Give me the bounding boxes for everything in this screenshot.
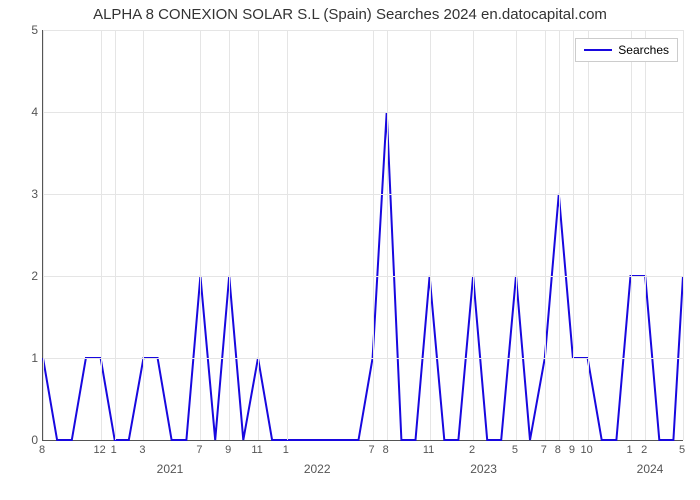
x-tick-label: 8	[39, 444, 45, 456]
grid-line-v	[573, 30, 574, 440]
grid-line-v	[200, 30, 201, 440]
grid-line-v	[631, 30, 632, 440]
legend-label: Searches	[618, 43, 669, 57]
x-tick-label: 8	[383, 444, 389, 456]
y-tick-label: 4	[8, 105, 38, 119]
x-tick-label: 9	[225, 444, 231, 456]
y-tick-label: 3	[8, 187, 38, 201]
x-tick-label: 7	[541, 444, 547, 456]
y-tick-label: 5	[8, 23, 38, 37]
chart-container: ALPHA 8 CONEXION SOLAR S.L (Spain) Searc…	[0, 0, 700, 500]
x-tick-label: 1	[283, 444, 289, 456]
grid-line-v	[430, 30, 431, 440]
chart-title: ALPHA 8 CONEXION SOLAR S.L (Spain) Searc…	[0, 6, 700, 23]
grid-line-v	[545, 30, 546, 440]
x-tick-label: 9	[569, 444, 575, 456]
grid-line-v	[287, 30, 288, 440]
year-label: 2021	[157, 462, 184, 476]
grid-line-v	[473, 30, 474, 440]
grid-line-v	[645, 30, 646, 440]
x-tick-label: 2	[641, 444, 647, 456]
x-tick-label: 7	[196, 444, 202, 456]
x-tick-label: 11	[423, 444, 434, 456]
grid-line-v	[559, 30, 560, 440]
x-tick-label: 12	[93, 444, 105, 456]
year-label: 2023	[470, 462, 497, 476]
y-tick-label: 0	[8, 433, 38, 447]
grid-line-v	[115, 30, 116, 440]
year-label: 2022	[304, 462, 331, 476]
legend-swatch	[584, 49, 612, 51]
grid-line-v	[101, 30, 102, 440]
plot-area	[42, 30, 683, 441]
y-tick-label: 2	[8, 269, 38, 283]
x-tick-label: 8	[555, 444, 561, 456]
y-tick-label: 1	[8, 351, 38, 365]
x-tick-label: 1	[626, 444, 632, 456]
grid-line-v	[683, 30, 684, 440]
grid-line-v	[387, 30, 388, 440]
grid-line-v	[588, 30, 589, 440]
x-tick-label: 7	[369, 444, 375, 456]
grid-line-v	[516, 30, 517, 440]
x-tick-label: 10	[581, 444, 593, 456]
x-tick-label: 3	[139, 444, 145, 456]
x-tick-label: 2	[469, 444, 475, 456]
x-tick-label: 5	[512, 444, 518, 456]
x-tick-label: 5	[679, 444, 685, 456]
grid-line-v	[373, 30, 374, 440]
grid-line-v	[229, 30, 230, 440]
grid-line-v	[143, 30, 144, 440]
year-label: 2024	[637, 462, 664, 476]
x-tick-label: 11	[251, 444, 262, 456]
grid-line-v	[258, 30, 259, 440]
x-tick-label: 1	[111, 444, 117, 456]
legend: Searches	[575, 38, 678, 62]
grid-line-v	[43, 30, 44, 440]
